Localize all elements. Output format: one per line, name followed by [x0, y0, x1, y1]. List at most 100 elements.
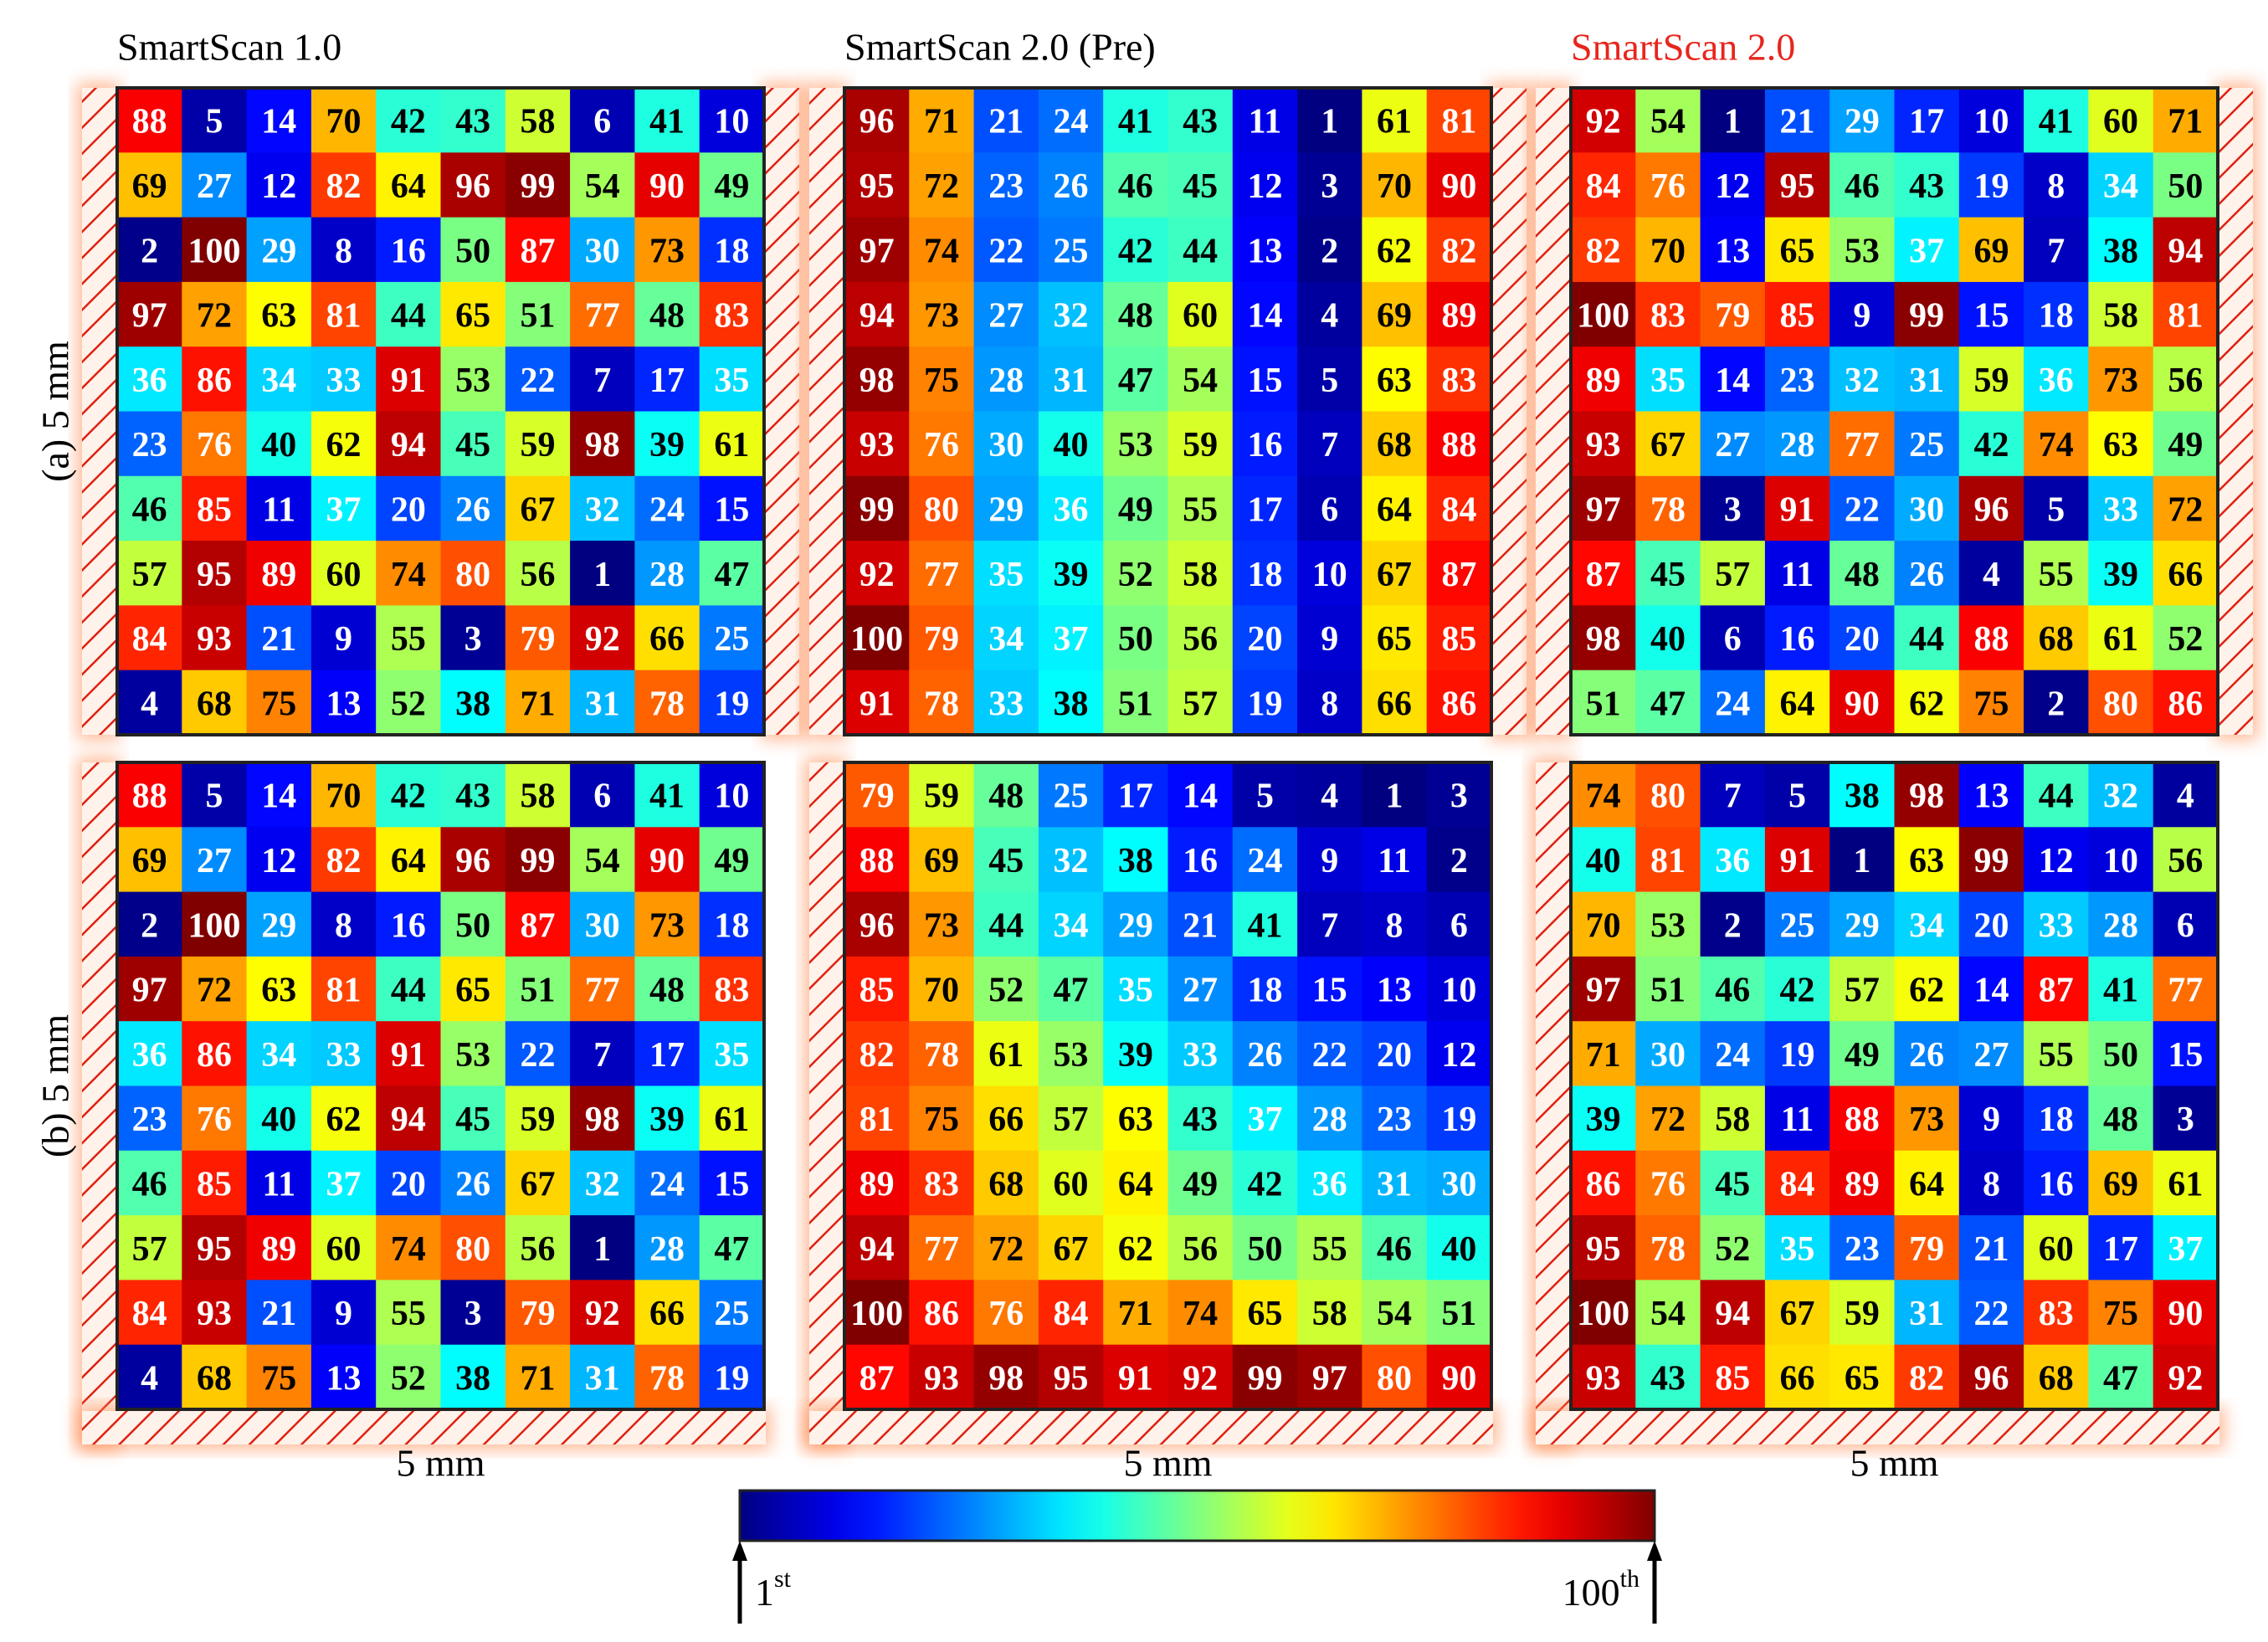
cell-label: 80 [455, 1230, 490, 1269]
cell-label: 97 [132, 297, 167, 336]
cell-label: 42 [1973, 426, 2009, 464]
cell [1426, 475, 1492, 541]
cell-label: 3 [1321, 167, 1338, 206]
x-label: 5 mm [1123, 1442, 1212, 1485]
cell [634, 1280, 700, 1346]
cell [1700, 670, 1766, 736]
cell-label: 35 [1118, 972, 1153, 1010]
cell-label: 94 [1715, 1295, 1750, 1333]
cell-label: 38 [1054, 685, 1089, 723]
cell [973, 827, 1039, 893]
cell [844, 827, 910, 893]
cell [1958, 346, 2024, 412]
cell-label: 87 [2039, 972, 2074, 1010]
cell-label: 98 [988, 1359, 1024, 1398]
cell-label: 43 [1909, 167, 1944, 206]
cell-label: 50 [455, 232, 490, 270]
cell-label: 35 [988, 556, 1024, 594]
cell [1232, 1344, 1298, 1410]
cell [1167, 88, 1234, 153]
cell [1167, 217, 1234, 283]
cell-label: 54 [1183, 362, 1218, 400]
cell-label: 41 [2103, 972, 2138, 1010]
cell [1038, 281, 1104, 347]
cell [182, 605, 248, 671]
cell [909, 891, 975, 957]
cell [246, 1215, 312, 1280]
cell [1362, 152, 1428, 218]
cell-label: 95 [1054, 1359, 1089, 1398]
cell-label: 17 [1909, 103, 1944, 141]
cell [1635, 541, 1701, 606]
cell-label: 52 [391, 685, 426, 723]
cell [310, 1215, 377, 1280]
cell-label: 35 [1650, 362, 1686, 400]
cell-label: 95 [197, 1230, 232, 1269]
cell [2153, 475, 2219, 541]
cell [1635, 1085, 1701, 1152]
cell-label: 36 [132, 1036, 167, 1075]
cell-label: 95 [197, 556, 232, 594]
cell-label: 70 [326, 103, 362, 141]
cell-label: 49 [1845, 1036, 1880, 1075]
cell-label: 58 [1715, 1101, 1750, 1139]
cell-label: 56 [520, 1230, 555, 1269]
cell [1635, 1280, 1701, 1346]
cell-label: 40 [261, 426, 296, 464]
cell-label: 40 [1650, 620, 1686, 659]
cell [1362, 475, 1428, 541]
cell [909, 217, 975, 283]
cell-label: 1 [593, 1230, 611, 1269]
cell [909, 475, 975, 541]
cell-label: 43 [1183, 103, 1218, 141]
cell-label: 90 [1845, 685, 1880, 723]
cell-label: 51 [1441, 1295, 1476, 1333]
cell [505, 1021, 571, 1086]
cell-label: 84 [132, 1295, 167, 1333]
cell-label: 28 [1312, 1101, 1347, 1139]
cell-label: 7 [593, 362, 611, 400]
cell-label: 64 [1909, 1165, 1944, 1203]
cell [1829, 1215, 1895, 1280]
cell [1103, 670, 1168, 736]
cell-label: 91 [391, 362, 426, 400]
cell-label: 51 [520, 297, 555, 336]
cell [2088, 281, 2154, 347]
cell [1038, 605, 1104, 671]
cell-label: 63 [1118, 1101, 1153, 1139]
cell [1894, 541, 1960, 606]
cell [973, 670, 1039, 736]
cell-label: 62 [1909, 685, 1944, 723]
cell [1635, 827, 1701, 893]
cell [1297, 1344, 1362, 1410]
cell-label: 34 [2103, 167, 2138, 206]
cell-label: 4 [1321, 777, 1338, 816]
cell [1894, 670, 1960, 736]
cell-label: 85 [197, 1165, 232, 1203]
cell-label: 51 [1118, 685, 1153, 723]
cell-label: 19 [714, 1359, 749, 1398]
cell [1635, 891, 1701, 957]
cell [1764, 1150, 1830, 1216]
cell-label: 40 [261, 1101, 296, 1139]
cell-label: 60 [2103, 103, 2138, 141]
cell-label: 62 [326, 1101, 362, 1139]
cell [505, 605, 571, 671]
cell-label: 80 [1377, 1359, 1412, 1398]
cell [1894, 827, 1960, 893]
cell-label: 98 [1586, 620, 1621, 659]
cell-label: 30 [988, 426, 1024, 464]
cell-label: 83 [714, 297, 749, 336]
cell-label: 97 [1312, 1359, 1347, 1398]
cell-label: 22 [1845, 490, 1880, 529]
cell-label: 23 [132, 426, 167, 464]
cell-label: 45 [455, 426, 490, 464]
cell [440, 605, 506, 671]
cell-label: 26 [1909, 1036, 1944, 1075]
cell-label: 53 [1054, 1036, 1089, 1075]
cell-label: 9 [1983, 1101, 2000, 1139]
cell [1297, 670, 1362, 736]
cell [1232, 281, 1298, 347]
cell [1764, 152, 1830, 218]
cell-label: 17 [649, 362, 685, 400]
